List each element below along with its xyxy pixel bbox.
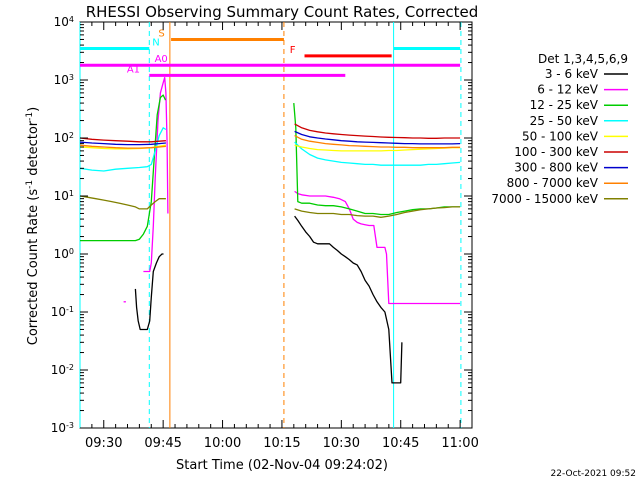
legend-entry-label: 3 - 6 keV (545, 67, 599, 81)
series-line-5 (79, 137, 166, 143)
series-line-1 (294, 190, 461, 305)
series-line-8 (294, 206, 461, 218)
x-tick-label: 11:00 (441, 436, 478, 451)
series-line-6 (294, 130, 461, 145)
flag-bars: SN F A0 A1 (80, 28, 461, 77)
data-series (79, 76, 461, 384)
x-tick-label: 10:15 (263, 436, 300, 451)
y-axis-label: Corrected Count Rate (s-1 detector-1) (25, 107, 41, 345)
y-tick-label: 104 (54, 15, 74, 30)
x-tick-label: 09:30 (85, 436, 122, 451)
flag-label-a1: A1 (127, 64, 140, 75)
series-line-5 (294, 123, 461, 139)
flag-label-f: F (290, 45, 296, 56)
time-markers (79, 22, 462, 428)
series-line-7 (79, 144, 166, 149)
legend-entry-label: 50 - 100 keV (522, 129, 599, 143)
y-tick-label: 103 (54, 73, 74, 88)
legend-entry-label: 100 - 300 keV (514, 145, 598, 159)
plot-border (79, 21, 473, 429)
y-axis-label-exp: -1 (25, 112, 35, 121)
legend-entry-label: 300 - 800 keV (514, 161, 598, 175)
y-tick-label: 10-1 (51, 305, 74, 320)
legend-entry-label: 6 - 12 keV (537, 83, 599, 97)
legend-entry-label: 25 - 50 keV (530, 114, 599, 128)
plot-frame (79, 21, 473, 429)
series-line-3 (79, 127, 167, 172)
x-tick-label: 10:00 (204, 436, 241, 451)
legend-entry-label: 7000 - 15000 keV (491, 192, 598, 206)
y-axis-label-part: detector (26, 120, 41, 180)
generated-timestamp: 22-Oct-2021 09:52 (551, 469, 636, 479)
y-tick-label: 102 (54, 131, 74, 146)
series-line-3 (294, 141, 461, 166)
y-tick-label: 10-2 (51, 363, 74, 378)
series-line-6 (79, 141, 166, 146)
x-axis-label: Start Time (02-Nov-04 09:24:02) (176, 458, 388, 473)
x-tick-label: 09:45 (144, 436, 181, 451)
y-axis-ticks: 10-3 10-2 10-1 100 101 102 103 104 (51, 15, 472, 436)
series-line-1 (143, 76, 169, 273)
series-line-7 (294, 135, 461, 149)
y-axis-label-part: Corrected Count Rate (s (26, 189, 41, 346)
legend-entry-label: 12 - 25 keV (530, 98, 599, 112)
x-tick-label: 10:45 (382, 436, 419, 451)
y-axis-label-exp: -1 (25, 180, 35, 189)
series-line-2 (80, 94, 167, 242)
legend-title: Det 1,3,4,5,6,9 (538, 52, 628, 66)
legend-entry-label: 800 - 7000 keV (507, 176, 599, 190)
chart-title: RHESSI Observing Summary Count Rates, Co… (86, 3, 479, 21)
series-line-8 (79, 195, 166, 210)
y-axis-label-part: ) (26, 107, 41, 112)
y-tick-label: 101 (54, 189, 74, 204)
x-axis-ticks: 09:30 09:45 10:00 10:15 10:30 10:45 11:00 (85, 22, 479, 451)
x-tick-label: 10:30 (323, 436, 360, 451)
flag-label-a0: A0 (155, 54, 168, 65)
y-tick-label: 10-3 (51, 421, 74, 436)
flag-label-n: N (152, 37, 159, 48)
series-line-4 (294, 144, 461, 152)
flag-label-s: S (158, 28, 164, 39)
series-line-0 (134, 253, 164, 331)
series-line-0 (294, 215, 403, 384)
y-tick-label: 100 (54, 247, 74, 262)
